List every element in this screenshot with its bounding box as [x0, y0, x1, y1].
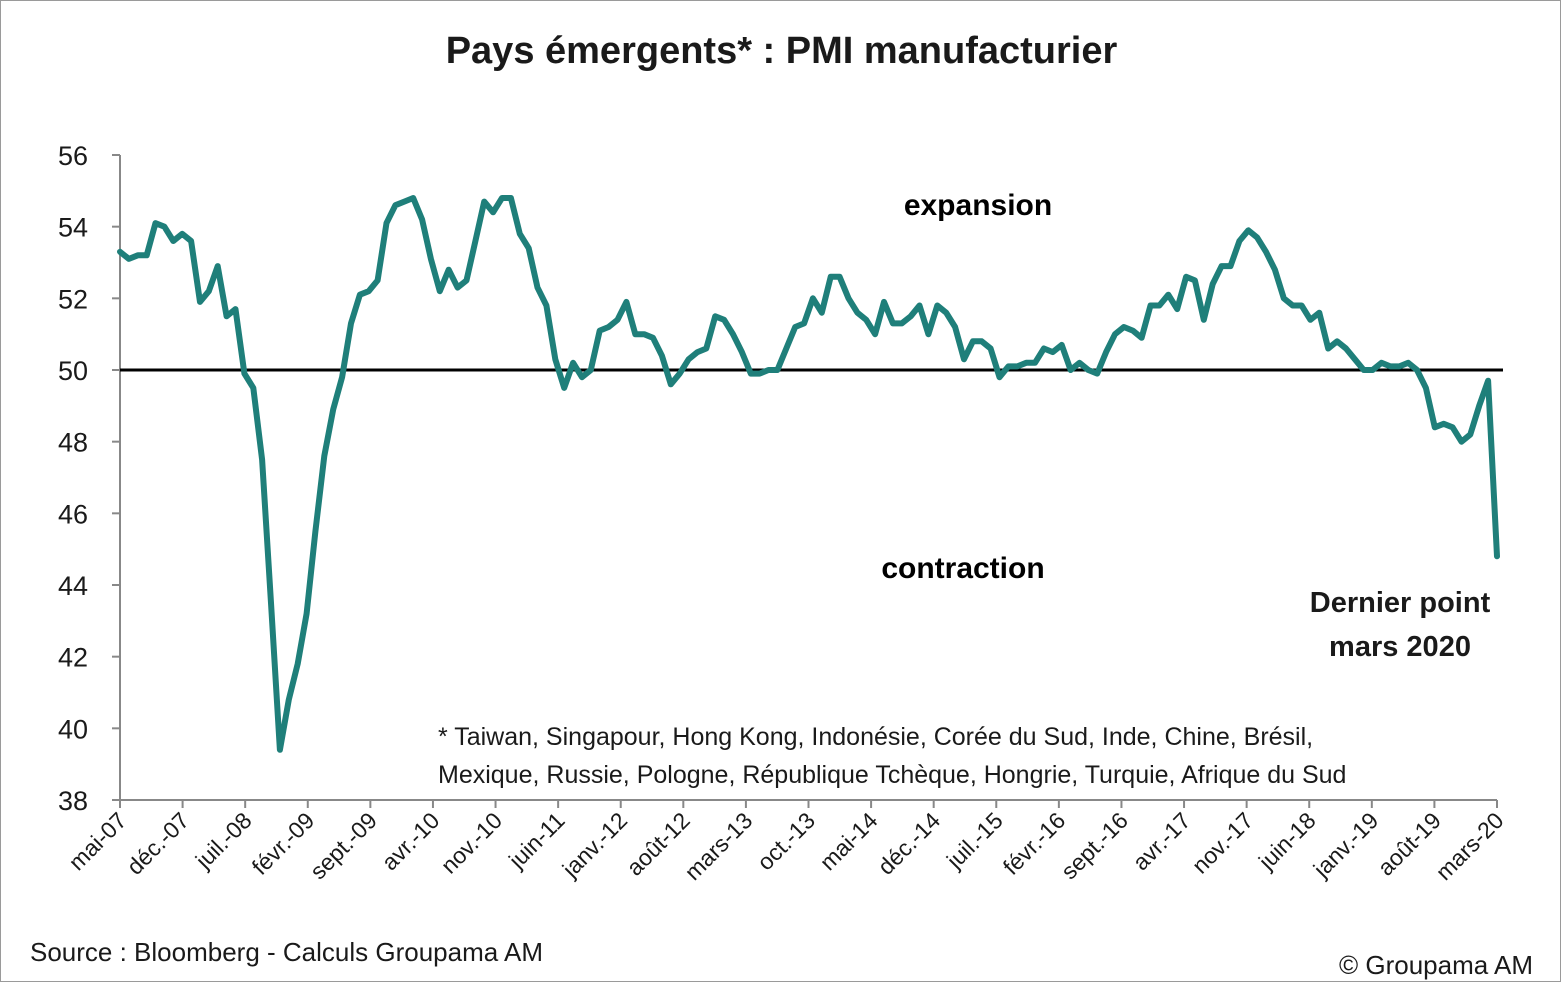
- x-tick-label: juil.-15: [941, 807, 1008, 874]
- y-tick-label: 42: [58, 643, 88, 673]
- y-tick-label: 44: [58, 571, 88, 601]
- series-group: [117, 195, 1500, 753]
- y-tick-label: 38: [58, 786, 88, 816]
- x-tick-label: nov.-17: [1187, 807, 1258, 878]
- y-tick-label: 56: [58, 141, 88, 171]
- x-tick-label: mai-07: [63, 807, 131, 875]
- y-axis: 38 40 42 44 46 48 50 52 54 56: [58, 141, 121, 816]
- x-tick-label: mai-14: [815, 807, 883, 875]
- pmi-series-line: [117, 195, 1500, 753]
- x-tick-label: déc.-07: [121, 807, 194, 880]
- footnote-line2: Mexique, Russie, Pologne, République Tch…: [438, 761, 1346, 789]
- footnote-line1: * Taiwan, Singapour, Hong Kong, Indonési…: [438, 723, 1313, 751]
- x-tick-label: janv.-12: [557, 807, 633, 883]
- x-tick-label: nov.-10: [436, 807, 507, 878]
- x-tick-label: avr.-10: [376, 807, 444, 875]
- x-tick-label: juil.-08: [190, 807, 257, 874]
- y-tick-label: 50: [58, 356, 88, 386]
- y-tick-label: 52: [58, 284, 88, 314]
- y-tick-label: 48: [58, 428, 88, 458]
- source-note: Source : Bloomberg - Calculs Groupama AM: [30, 937, 543, 967]
- y-tick-label: 40: [58, 714, 88, 744]
- x-axis: mai-07déc.-07juil.-08févr.-09sept.-09avr…: [63, 799, 1509, 885]
- x-tick-label: sept.-16: [1056, 807, 1133, 884]
- copyright-note: © Groupama AM: [1338, 950, 1533, 980]
- x-tick-label: janv.-19: [1308, 807, 1384, 883]
- y-tick-label: 46: [58, 499, 88, 529]
- contraction-label: contraction: [881, 552, 1044, 585]
- x-tick-label: sept.-09: [305, 807, 382, 884]
- x-tick-label: déc.-14: [873, 807, 946, 880]
- y-tick-label: 54: [58, 213, 88, 243]
- x-tick-label: avr.-17: [1127, 807, 1195, 875]
- x-tick-label: mars-13: [679, 807, 757, 885]
- last-point-label-line2: mars 2020: [1329, 631, 1471, 663]
- x-tick-label: oct.-13: [752, 807, 820, 875]
- expansion-label: expansion: [904, 189, 1052, 222]
- last-point-label-line1: Dernier point: [1310, 587, 1491, 619]
- chart-title: Pays émergents* : PMI manufacturier: [445, 30, 1118, 72]
- x-tick-label: mars-20: [1430, 807, 1508, 885]
